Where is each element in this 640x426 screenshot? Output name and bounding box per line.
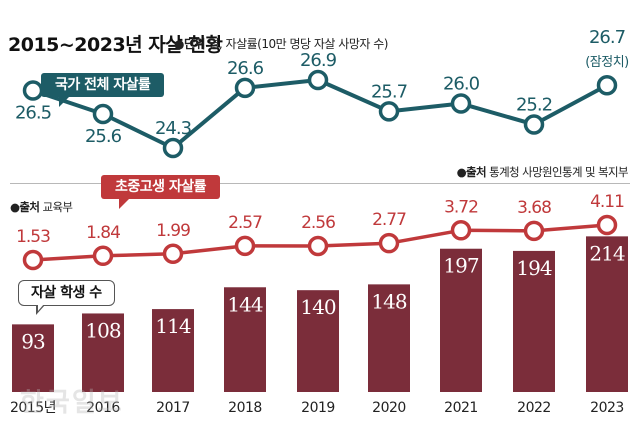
bar-value-label: 144 xyxy=(227,292,262,316)
student-source-label: ●출처 xyxy=(10,200,40,214)
watermark: 한국일보 xyxy=(20,388,124,418)
bar-value-label: 114 xyxy=(155,314,190,338)
student-count-callout: 자살 학생 수 xyxy=(18,280,115,306)
national-source-label: ●출처 xyxy=(456,165,487,179)
bar-value-label: 93 xyxy=(21,329,45,353)
national-rate-point xyxy=(234,77,256,99)
student-rate-callout: 초중고생 자살률 xyxy=(101,175,221,209)
student-rate-point xyxy=(162,243,184,265)
national-rate-label: 26.5 xyxy=(15,102,51,123)
national-rate-label: 26.7 xyxy=(589,27,625,48)
bar-value-label: 140 xyxy=(300,295,335,319)
national-rate-point xyxy=(162,137,184,159)
x-tick-label: 2015년 xyxy=(10,400,56,416)
national-rate-point xyxy=(596,74,618,96)
national-rate-point xyxy=(307,69,329,91)
national-source-text: 통계청 사망원인통계 및 복지부 xyxy=(489,165,629,179)
x-tick-label: 2016 xyxy=(86,400,120,416)
x-tick-label: 2019 xyxy=(301,400,335,416)
student-rate-point xyxy=(22,249,44,271)
unit-text: 명, 자살률(10만 명당 자살 사망자 수) xyxy=(208,37,388,51)
national-rate-label: 25.7 xyxy=(371,81,407,102)
student-rate-point xyxy=(307,235,329,257)
student-rate-label: 2.57 xyxy=(228,213,262,233)
x-tick-label: 2017 xyxy=(156,400,190,416)
section-divider xyxy=(10,183,630,184)
national-rate-label: 26.9 xyxy=(300,50,337,71)
national-source: ●출처 통계청 사망원인통계 및 복지부 xyxy=(456,164,629,180)
bar-value-label: 148 xyxy=(371,289,406,313)
student-rate-label: 4.11 xyxy=(590,192,624,212)
bar-2015년 xyxy=(12,324,54,392)
bar-value-label: 214 xyxy=(589,241,624,265)
student-rate-label: 3.72 xyxy=(444,197,478,217)
bar-value-label: 194 xyxy=(516,256,551,280)
student-rate-point xyxy=(523,220,545,242)
national-rate-label: 25.2 xyxy=(516,94,552,115)
national-rate-label: 24.3 xyxy=(155,118,192,139)
student-source-text: 교육부 xyxy=(42,200,73,214)
national-rate-point xyxy=(22,80,44,101)
bar-2017 xyxy=(152,309,194,392)
student-rate-label: 2.77 xyxy=(372,210,406,230)
unit-note: ●단위 명, 자살률(10만 명당 자살 사망자 수) xyxy=(174,35,388,52)
national-rate-point xyxy=(378,101,400,122)
student-rate-point xyxy=(378,232,400,254)
student-rate-point xyxy=(450,220,472,241)
x-tick-label: 2023 xyxy=(590,400,624,416)
bar-2023 xyxy=(586,236,628,392)
bar-2019 xyxy=(297,290,339,392)
student-rate-label: 3.68 xyxy=(517,198,551,218)
count-callout-tail-fill xyxy=(38,304,44,311)
national-rate-label: 26.0 xyxy=(443,74,480,95)
national-rate-callout: 국가 전체 자살률 xyxy=(41,73,165,107)
bar-2022 xyxy=(513,250,555,392)
bar-2020 xyxy=(368,284,410,392)
x-tick-label: 2018 xyxy=(228,400,262,416)
student-source: ●출처 교육부 xyxy=(10,199,73,215)
student-rate-point xyxy=(596,214,618,236)
national-rate-label: 26.6 xyxy=(227,58,264,79)
bar-value-label: 197 xyxy=(443,254,478,278)
x-tick-label: 2020 xyxy=(372,400,406,416)
student-rate-point xyxy=(234,235,256,257)
bar-2021 xyxy=(440,248,482,392)
chart-title: 2015~2023년 자살 현황 xyxy=(8,34,223,56)
national-rate-point xyxy=(450,93,472,114)
student-rate-label: 1.84 xyxy=(86,223,120,243)
student-rate-label: 1.53 xyxy=(16,227,50,247)
student-rate-point xyxy=(92,245,114,267)
x-tick-label: 2021 xyxy=(444,400,478,416)
student-rate-label: 1.99 xyxy=(156,221,190,241)
bar-2018 xyxy=(224,287,266,392)
provisional-annotation: (잠정치) xyxy=(585,55,629,70)
national-rate-label: 25.6 xyxy=(85,126,122,147)
bar-value-label: 108 xyxy=(85,318,120,342)
national-rate-point xyxy=(523,114,545,135)
x-tick-label: 2022 xyxy=(517,400,551,416)
national-rate-point xyxy=(92,103,114,125)
unit-label: ●단위 xyxy=(174,37,206,51)
student-rate-label: 2.56 xyxy=(301,213,335,233)
bar-2016 xyxy=(82,313,124,392)
